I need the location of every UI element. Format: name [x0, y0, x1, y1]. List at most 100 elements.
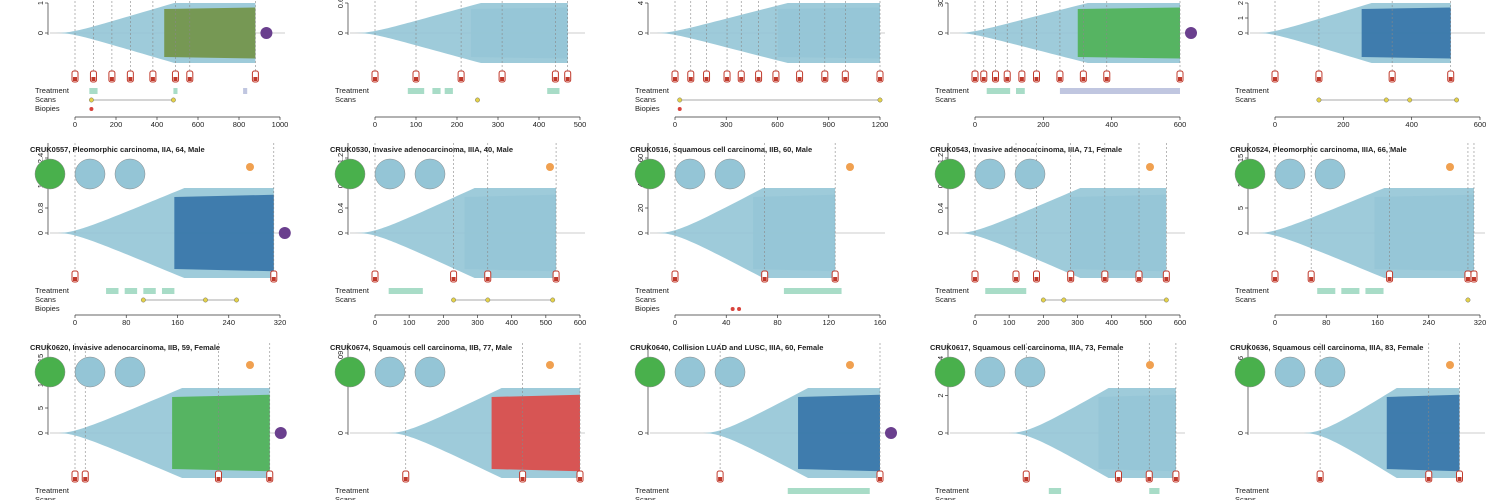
blood-sample-fill: [578, 477, 582, 481]
fish-main-clone: [1098, 394, 1176, 472]
x-tick-label: 1000: [272, 120, 289, 129]
blood-sample-fill: [725, 77, 730, 81]
clone-composition-circle: [1274, 356, 1306, 388]
progression-marker: [260, 27, 273, 39]
treatment-bar: [106, 288, 119, 294]
scans-row-label: Scans: [935, 95, 956, 104]
blood-sample-fill: [1034, 277, 1039, 281]
x-tick-label: 600: [574, 318, 587, 327]
y-tick-label: 2: [1236, 1, 1245, 5]
blood-sample-fill: [73, 277, 77, 281]
y-tick-label: 0: [636, 431, 645, 435]
x-tick-label: 120: [822, 318, 835, 327]
treatment-bar: [547, 88, 560, 94]
x-tick-label: 600: [192, 120, 205, 129]
clone-composition-circle: [414, 356, 446, 388]
y-tick-label: 60: [636, 154, 645, 162]
treatment-bar: [985, 288, 1027, 294]
scans-row-label: Scans: [935, 295, 956, 304]
phylogeny-node: [546, 163, 554, 171]
y-tick-label: 5: [36, 406, 45, 410]
blood-sample-fill: [1034, 77, 1039, 81]
x-tick-label: 160: [171, 318, 184, 327]
clone-composition-circle: [114, 356, 146, 388]
x-tick-label: 0: [373, 318, 377, 327]
treatment-row-label: Treatment: [1235, 486, 1270, 495]
treatment-row-label: Treatment: [635, 286, 670, 295]
blood-sample-fill: [1309, 277, 1314, 281]
panel-p14: CRUK0617, Squamous cell carcinoma, IIIA,…: [930, 343, 1185, 500]
fish-main-clone: [464, 194, 557, 272]
x-tick-label: 160: [874, 318, 887, 327]
scans-row-label: Scans: [1235, 295, 1256, 304]
biopsies-row-label: Biopies: [35, 304, 60, 313]
x-tick-label: 160: [1371, 318, 1384, 327]
blood-sample-fill: [1164, 277, 1169, 281]
fish-main-clone: [174, 194, 274, 272]
blood-sample-fill: [267, 477, 272, 481]
progression-marker: [278, 227, 291, 239]
clone-composition-circle: [334, 158, 366, 190]
phylogeny-node: [1446, 361, 1454, 369]
treatment-row-label: Treatment: [335, 86, 370, 95]
x-tick-label: 0: [673, 318, 677, 327]
x-tick-label: 200: [110, 120, 123, 129]
blood-sample-fill: [150, 77, 155, 81]
fish-main-clone: [1374, 194, 1474, 272]
clone-composition-circle: [414, 158, 446, 190]
treatment-bar: [388, 288, 423, 294]
fish-main-clone: [777, 7, 880, 59]
blood-sample-fill: [1390, 77, 1395, 81]
clone-composition-circle: [1314, 356, 1346, 388]
blood-sample-fill: [1014, 277, 1018, 281]
scan-point: [1407, 97, 1413, 103]
clone-composition-circle: [974, 158, 1006, 190]
treatment-bar: [1341, 288, 1360, 294]
blood-sample-fill: [485, 277, 490, 281]
biopsies-row-label: Biopies: [635, 304, 660, 313]
blood-sample-fill: [73, 477, 77, 481]
blood-sample-fill: [271, 277, 276, 281]
clone-composition-circle: [974, 356, 1006, 388]
scan-point: [677, 97, 683, 103]
scans-row-label: Scans: [635, 95, 656, 104]
clone-composition-circle: [34, 356, 66, 388]
scan-point: [1040, 297, 1046, 303]
blood-sample-fill: [673, 277, 677, 281]
y-tick-label: 30: [936, 0, 945, 7]
blood-sample-fill: [187, 77, 192, 81]
fish-main-clone: [753, 194, 836, 272]
scan-point: [170, 97, 176, 103]
x-tick-label: 600: [1174, 318, 1187, 327]
x-tick-label: 500: [540, 318, 553, 327]
panel-p9: CRUK0543, Invasive adenocarcinoma, IIIA,…: [930, 143, 1186, 327]
y-tick-label: 15: [1236, 154, 1245, 162]
clone-composition-circle: [1234, 356, 1266, 388]
y-tick-label: 0: [1236, 31, 1245, 35]
treatment-row-label: Treatment: [935, 86, 970, 95]
y-tick-label: 0: [336, 231, 345, 235]
fish-main-clone: [1070, 194, 1167, 272]
scan-point: [1316, 97, 1322, 103]
panel-p11: CRUK0620, Invasive adenocarcinoma, IIB, …: [30, 343, 287, 500]
y-tick-label: 0: [636, 231, 645, 235]
fish-main-clone: [164, 7, 256, 59]
y-tick-label: 1.2: [936, 153, 945, 163]
scans-row-label: Scans: [1235, 495, 1256, 500]
panel-title: CRUK0530, Invasive adenocarcinoma, IIIA,…: [330, 145, 513, 154]
panel-title: CRUK0636, Squamous cell carcinoma, IIIA,…: [1230, 343, 1423, 352]
treatment-bar: [444, 88, 453, 94]
x-tick-label: 100: [403, 318, 416, 327]
phylogeny-node: [246, 361, 254, 369]
x-tick-label: 400: [1105, 120, 1118, 129]
x-tick-label: 0: [73, 318, 77, 327]
x-tick-label: 80: [773, 318, 781, 327]
blood-sample-fill: [1173, 477, 1178, 481]
x-tick-label: 200: [451, 120, 464, 129]
y-tick-label: 2: [936, 393, 945, 397]
scans-row-label: Scans: [335, 495, 356, 500]
y-tick-label: 4: [636, 1, 645, 5]
treatment-row-label: Treatment: [35, 486, 70, 495]
